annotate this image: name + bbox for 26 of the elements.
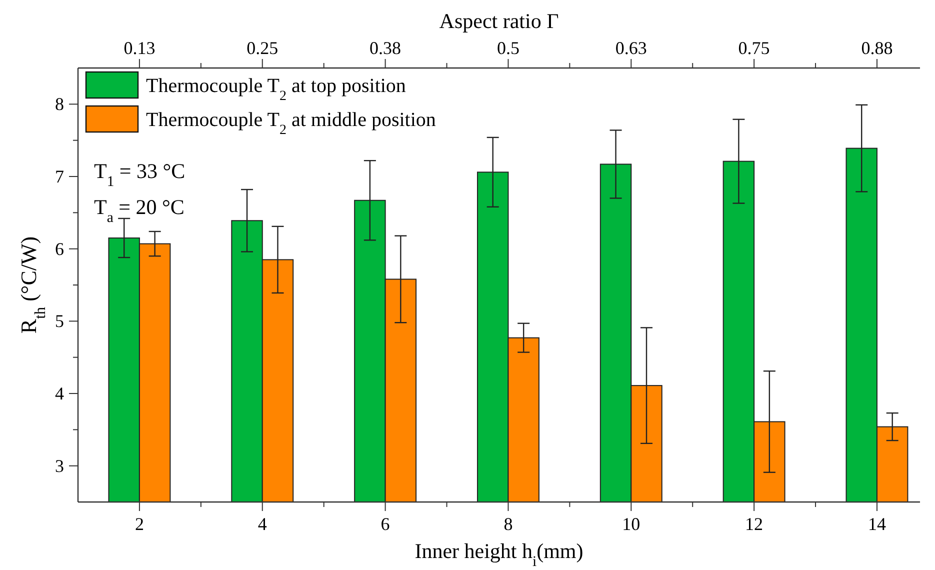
x-tick-label: 2 [134,514,144,534]
x2-tick-label: 0.38 [370,38,402,58]
x-tick-label: 12 [745,514,764,534]
y-tick-label: 5 [55,311,64,332]
x2-tick-label: 0.88 [861,38,893,58]
x-tick-label: 14 [868,514,886,534]
y-tick-label: 6 [55,238,64,259]
x-tick-label: 6 [380,514,390,534]
x2-tick-label: 0.75 [738,38,770,58]
y-tick-label: 8 [55,94,64,114]
y-tick-label: 4 [55,384,64,404]
x-tick-label: 8 [504,514,513,534]
y-tick-label: 7 [55,166,64,186]
x2-axis-title: Aspect ratio Γ [439,9,559,33]
x-axis-title: Inner height h$_{i}$(mm) [414,539,584,570]
x2-tick-label: 0.63 [615,38,647,58]
legend-label: Thermocouple T$_{2}$ at middle position [146,109,436,138]
annotation: T$_{1}$ = 33 °C [94,159,186,190]
y-tick-label: 3 [55,456,64,476]
x-tick-label: 4 [258,514,267,534]
x2-tick-label: 0.13 [124,38,156,58]
legend-label: Thermocouple T$_{2}$ at top position [146,75,406,104]
x-tick-label: 10 [622,514,640,534]
x2-tick-label: 0.25 [246,38,278,58]
x2-tick-label: 0.5 [496,38,520,58]
annotation: T$_{a}$ = 20 °C [94,195,184,226]
